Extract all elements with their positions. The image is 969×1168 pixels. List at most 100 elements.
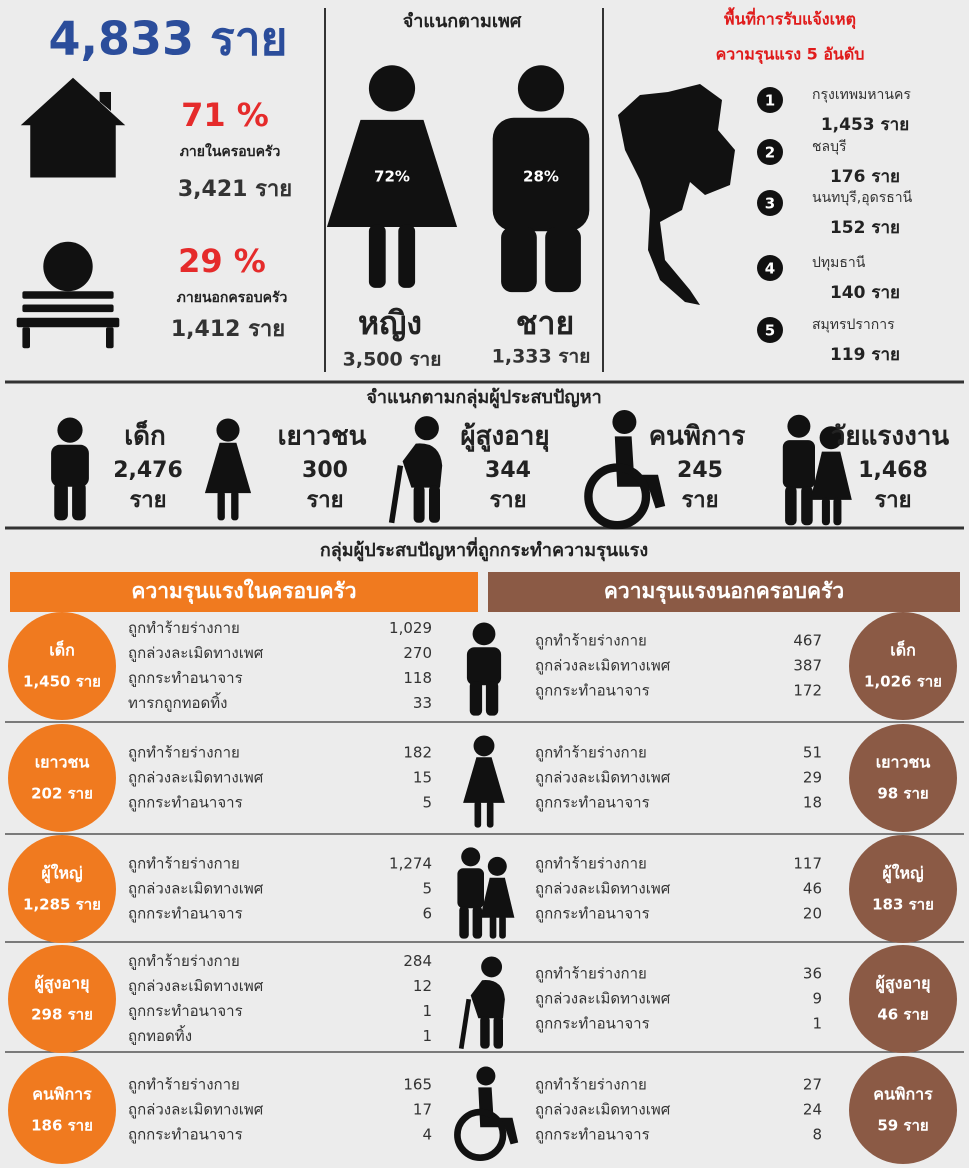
- violence-type: ถูกกระทำอนาจาร: [535, 682, 650, 700]
- violence-type: ถูกล่วงละเมิดทางเพศ: [128, 880, 264, 898]
- icon-part: [368, 224, 386, 288]
- violence-type: ถูกกระทำอนาจาร: [535, 905, 650, 923]
- violence-type: ถูกล่วงละเมิดทางเพศ: [535, 990, 671, 1008]
- violence-type: ถูกกระทำอนาจาร: [128, 794, 243, 812]
- header: ความรุนแรงในครอบครัว: [131, 578, 356, 605]
- inside-badge: [8, 945, 116, 1053]
- icon-part: [480, 1016, 490, 1049]
- icon-part: [614, 436, 666, 509]
- total: 59 ราย: [877, 1117, 928, 1135]
- count: 17: [413, 1101, 432, 1119]
- region: กรุงเทพมหานคร: [812, 87, 911, 103]
- violence-type: ถูกล่วงละเมิดทางเพศ: [128, 977, 264, 995]
- icon-part: [487, 856, 507, 876]
- count: 176 ราย: [830, 167, 900, 187]
- count: 1,453 ราย: [821, 115, 909, 135]
- disabled-icon: [584, 410, 666, 530]
- icon-part: [470, 980, 505, 1019]
- violence-type: ถูกทำร้ายร่างกาย: [535, 1076, 647, 1094]
- count: 46: [803, 880, 822, 898]
- count: 387: [793, 657, 822, 675]
- category: ภายในครอบครัว: [180, 142, 281, 160]
- count: 33: [413, 694, 432, 712]
- rank-badge: [757, 139, 783, 165]
- count: 2,476: [113, 458, 183, 483]
- icon-part: [457, 868, 484, 909]
- icon-part: [231, 491, 239, 521]
- total: 1,285 ราย: [23, 896, 101, 914]
- icon-part: [20, 77, 126, 178]
- group-name: คนพิการ: [32, 1085, 92, 1104]
- bench-icon: [16, 241, 120, 349]
- icon-part: [517, 65, 565, 112]
- violence-type: ถูกล่วงละเมิดทางเพศ: [535, 1101, 671, 1119]
- section-title: กลุ่มผู้ประสบปัญหาที่ถูกกระทำความรุนแรง: [320, 537, 648, 562]
- house-icon: [20, 77, 126, 178]
- rank-badge: [757, 317, 783, 343]
- violence-type: ถูกกระทำอนาจาร: [128, 905, 243, 923]
- region: สมุทรปราการ: [812, 317, 895, 333]
- violence-type: ถูกกระทำอนาจาร: [535, 794, 650, 812]
- icon-part: [388, 465, 404, 524]
- total: 186 ราย: [31, 1117, 93, 1135]
- unit: ราย: [681, 488, 718, 513]
- icon-part: [499, 915, 506, 939]
- section-title: จำแนกตามกลุ่มผู้ประสบปัญหา: [366, 387, 601, 409]
- icon-part: [480, 877, 515, 918]
- count: 15: [413, 769, 432, 787]
- child-icon: [466, 622, 502, 716]
- percent: 28%: [523, 168, 559, 186]
- unit: ราย: [874, 488, 911, 513]
- outside-badge: [849, 1056, 957, 1164]
- icon-part: [481, 956, 503, 978]
- group-name: เยาวชน: [35, 753, 90, 772]
- icon-part: [472, 622, 496, 646]
- count: 140 ราย: [830, 283, 900, 303]
- count: 467: [793, 632, 822, 650]
- unit: ราย: [129, 488, 166, 513]
- count: 3,421 ราย: [178, 177, 292, 202]
- total: 1,026 ราย: [864, 673, 942, 691]
- rank: 5: [765, 322, 775, 340]
- icon-part: [469, 681, 483, 716]
- outside-badge: [849, 835, 957, 943]
- count: 284: [403, 952, 432, 970]
- unit: ราย: [489, 488, 526, 513]
- violence-type: ถูกกระทำอนาจาร: [535, 1126, 650, 1144]
- worker-icon: [457, 847, 515, 939]
- icon-part: [429, 485, 440, 523]
- child-icon: [51, 417, 89, 521]
- icon-part: [819, 426, 843, 450]
- group-name: วัยแรงงาน: [831, 422, 950, 452]
- rank: 4: [765, 260, 775, 278]
- violence-type: ถูกทำร้ายร่างกาย: [535, 965, 647, 983]
- gender-label: ชาย: [516, 304, 574, 342]
- icon-part: [22, 327, 30, 349]
- count: 118: [403, 669, 432, 687]
- icon-part: [476, 1066, 496, 1086]
- icon-part: [54, 482, 68, 521]
- icon-part: [216, 418, 240, 442]
- unit: ราย: [306, 488, 343, 513]
- outside-badge: [849, 724, 957, 832]
- group-name: ผู้ใหญ่: [882, 864, 923, 885]
- section-title: จำแนกตามเพศ: [403, 11, 522, 32]
- violence-type: ถูกทำร้ายร่างกาย: [535, 632, 647, 650]
- count: 117: [793, 855, 822, 873]
- icon-part: [398, 224, 416, 288]
- count: 5: [422, 880, 432, 898]
- icon-part: [466, 647, 502, 686]
- icon-part: [51, 444, 89, 487]
- icon-part: [474, 801, 482, 828]
- total: 98 ราย: [877, 785, 928, 803]
- violence-type: ถูกล่วงละเมิดทางเพศ: [535, 880, 671, 898]
- count: 24: [803, 1101, 822, 1119]
- count: 8: [812, 1126, 822, 1144]
- count: 182: [403, 744, 432, 762]
- icon-part: [57, 417, 83, 443]
- violence-type: ถูกทำร้ายร่างกาย: [128, 1076, 240, 1094]
- youth-icon: [463, 735, 505, 828]
- female-icon: [326, 65, 458, 288]
